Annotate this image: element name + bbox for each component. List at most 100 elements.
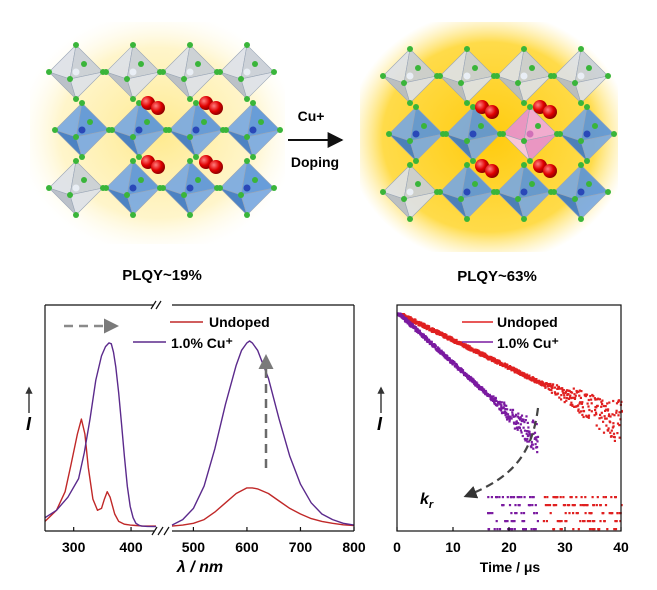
halide-atom xyxy=(535,123,541,129)
halide-atom xyxy=(201,119,207,125)
spectra-series xyxy=(44,340,355,528)
decay-point xyxy=(613,439,616,442)
decay-point xyxy=(527,426,530,429)
decay-point xyxy=(605,408,608,411)
decay-x-ticks: 0 10 20 30 40 xyxy=(393,527,629,555)
decay-point xyxy=(496,403,499,406)
halide-atom xyxy=(521,216,527,222)
decay-series-undoped xyxy=(397,312,623,531)
decay-point xyxy=(503,404,506,407)
spectra-line-cu-0 xyxy=(44,342,157,528)
decay-point xyxy=(584,395,588,398)
decay-point xyxy=(544,384,547,387)
halide-atom xyxy=(472,181,478,187)
decay-tick-label: 40 xyxy=(613,539,629,555)
decay-point xyxy=(515,368,518,371)
decay-point xyxy=(503,410,506,413)
halide-atom xyxy=(401,196,407,202)
halide-atom xyxy=(67,76,73,82)
decay-point xyxy=(428,338,431,342)
halide-atom xyxy=(413,104,419,110)
decay-point xyxy=(509,415,512,418)
decay-point xyxy=(546,385,549,388)
legend-label-undoped: Undoped xyxy=(209,314,270,330)
decay-point xyxy=(490,496,493,499)
metal-center xyxy=(583,130,591,138)
decay-point xyxy=(522,418,525,421)
decay-point xyxy=(551,385,554,388)
decay-point xyxy=(415,326,418,329)
decay-point xyxy=(475,348,479,352)
decay-point xyxy=(574,405,577,408)
halide-atom xyxy=(46,69,52,75)
metal-center xyxy=(520,72,528,80)
decay-point xyxy=(524,528,527,531)
halide-atom xyxy=(217,69,223,75)
decay-point xyxy=(533,431,537,434)
decay-point xyxy=(563,396,566,399)
decay-point xyxy=(607,427,610,430)
halide-atom xyxy=(124,192,130,198)
decay-point xyxy=(613,528,616,531)
decay-point xyxy=(599,520,602,523)
halide-atom xyxy=(521,138,527,144)
decay-point xyxy=(508,504,512,507)
decay-point xyxy=(556,496,559,499)
halide-atom xyxy=(464,162,470,168)
decay-point xyxy=(608,413,611,416)
halide-atom xyxy=(244,134,250,140)
octahedron xyxy=(557,104,617,164)
decay-point xyxy=(484,389,487,393)
decay-point xyxy=(580,410,583,413)
halide-atom xyxy=(407,216,413,222)
halide-atom xyxy=(160,185,166,191)
halide-atom xyxy=(437,73,443,79)
decay-point xyxy=(526,437,529,441)
spectra-legend: Undoped 1.0% Cu⁺ xyxy=(133,314,270,351)
decay-point xyxy=(536,435,540,438)
decay-point xyxy=(549,383,552,386)
metal-center xyxy=(577,188,585,196)
decay-point xyxy=(487,355,490,359)
decay-point xyxy=(617,399,620,402)
decay-point xyxy=(577,409,580,412)
decay-point xyxy=(487,496,490,499)
halide-atom xyxy=(166,127,172,133)
octahedron xyxy=(46,158,106,218)
halide-atom xyxy=(238,192,244,198)
decay-point xyxy=(451,363,454,366)
plqy-undoped-label: PLQY~19% xyxy=(122,267,202,284)
decay-point xyxy=(407,315,411,319)
decay-point xyxy=(529,496,532,499)
decay-point xyxy=(618,424,621,427)
decay-point xyxy=(461,345,464,348)
decay-point xyxy=(572,387,575,390)
spectra-tick-label: 600 xyxy=(235,539,259,555)
decay-point xyxy=(544,504,547,507)
decay-point xyxy=(535,378,538,381)
halide-atom xyxy=(81,177,87,183)
decay-point xyxy=(539,381,542,384)
decay-point xyxy=(615,402,619,405)
decay-point xyxy=(584,504,587,507)
decay-point xyxy=(609,431,612,434)
halide-atom xyxy=(578,100,584,106)
decay-point xyxy=(614,528,618,531)
decay-point xyxy=(608,512,611,515)
halide-atom xyxy=(73,134,79,140)
halide-atom xyxy=(578,162,584,168)
decay-point xyxy=(494,397,497,400)
decay-tick-label: 30 xyxy=(557,539,573,555)
decay-point xyxy=(559,387,562,390)
decay-point xyxy=(616,512,619,515)
kr-annotation: kr xyxy=(420,491,434,511)
decay-point xyxy=(561,387,564,390)
decay-point xyxy=(512,496,516,499)
decay-point xyxy=(606,402,609,405)
halide-atom xyxy=(515,196,521,202)
decay-point xyxy=(473,351,476,354)
decay-point xyxy=(569,394,572,397)
decay-point xyxy=(598,427,601,430)
decay-point xyxy=(582,415,585,419)
decay-point xyxy=(516,428,519,431)
